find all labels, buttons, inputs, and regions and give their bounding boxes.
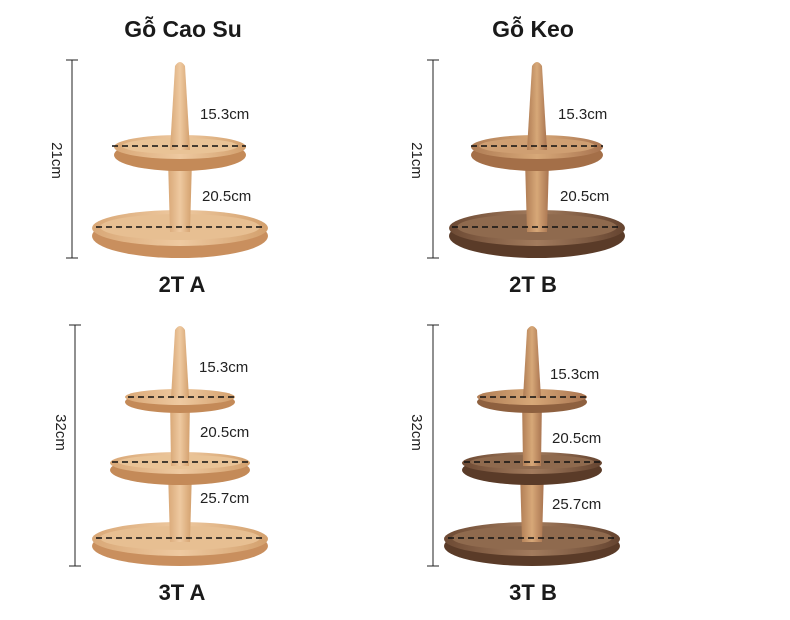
tier-2-diameter-3t-a: 20.5cm — [200, 424, 250, 441]
tier-3-diameter-3t-a: 25.7cm — [200, 490, 250, 507]
height-3t-b: 32cm — [407, 414, 425, 451]
stand-3t-a — [69, 324, 268, 567]
product-code-3t-b: 3T B — [509, 580, 557, 605]
tier-1-diameter-3t-a: 15.3cm — [199, 359, 249, 376]
product-code-2t-b: 2T B — [509, 272, 557, 297]
product-code-3t-a: 3T A — [158, 580, 206, 605]
height-2t-a: 21cm — [47, 142, 65, 179]
tier-1-diameter-2t-a: 15.3cm — [200, 106, 250, 123]
column-title-rubber-wood: Gỗ Cao Su — [124, 16, 242, 42]
stand-3t-b — [427, 324, 620, 567]
product-code-2t-a: 2T A — [158, 272, 206, 297]
height-2t-b: 21cm — [407, 142, 425, 179]
tier-1-diameter-3t-b: 15.3cm — [550, 366, 600, 383]
column-title-acacia-wood: Gỗ Keo — [492, 16, 574, 42]
stand-2t-a — [66, 59, 268, 259]
tier-2-diameter-3t-b: 20.5cm — [552, 430, 602, 447]
tier-1-diameter-2t-b: 15.3cm — [558, 106, 608, 123]
stand-2t-b — [427, 59, 625, 259]
tier-2-diameter-2t-b: 20.5cm — [560, 188, 610, 205]
tier-3-diameter-3t-b: 25.7cm — [552, 496, 602, 513]
height-3t-a: 32cm — [51, 414, 69, 451]
tier-2-diameter-2t-a: 20.5cm — [202, 188, 252, 205]
